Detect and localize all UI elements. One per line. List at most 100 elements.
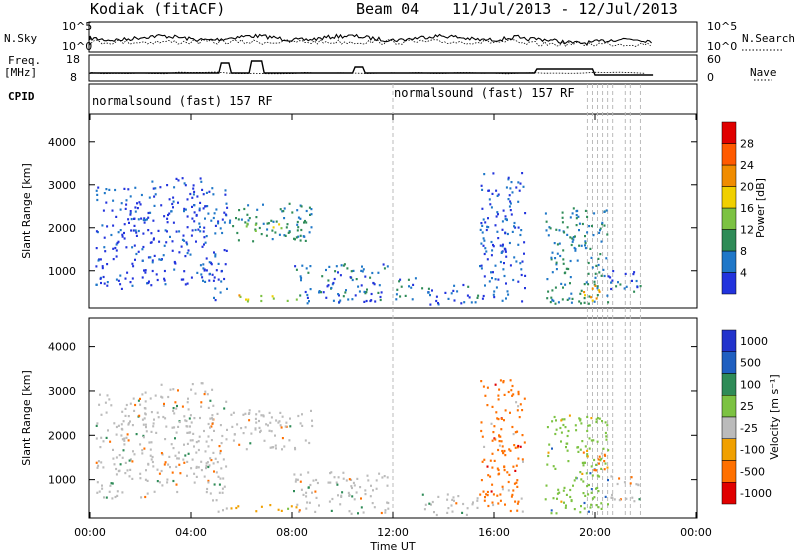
power-cell	[358, 290, 361, 293]
velocity-cell	[98, 403, 101, 406]
velocity-cell	[565, 504, 567, 507]
velocity-cell	[143, 447, 146, 450]
power-cell	[607, 301, 610, 304]
power-cell	[494, 264, 497, 267]
velocity-cell	[555, 419, 557, 422]
power-cell	[197, 228, 200, 231]
power-colorbar-tick: 28	[740, 138, 754, 151]
velocity-cell	[260, 505, 263, 508]
power-cell	[171, 249, 174, 252]
power-cell	[520, 273, 523, 277]
velocity-cell	[515, 401, 518, 404]
velocity-cell	[172, 447, 175, 450]
velocity-ytick-label: 1000	[48, 474, 76, 487]
velocity-cell	[476, 497, 479, 500]
velocity-cell	[217, 510, 220, 513]
power-cell	[484, 221, 487, 224]
power-cell	[524, 287, 526, 290]
power-cell	[487, 217, 489, 220]
power-cell	[607, 275, 610, 278]
velocity-cell	[491, 501, 494, 504]
velocity-cell	[170, 443, 173, 446]
velocity-cell	[218, 445, 221, 448]
velocity-colorbar-tick: -500	[740, 465, 765, 478]
power-cell	[134, 186, 137, 189]
power-cell	[574, 235, 576, 238]
velocity-cell	[562, 423, 565, 427]
velocity-cell	[163, 463, 166, 466]
power-cell	[569, 282, 571, 285]
velocity-cell	[547, 451, 550, 454]
velocity-cell	[578, 417, 581, 420]
velocity-cell	[495, 411, 498, 414]
freq-ytick-bottom: 8	[70, 71, 77, 84]
power-cell	[497, 213, 499, 216]
power-cell	[210, 219, 213, 222]
velocity-cell	[584, 494, 587, 497]
power-colorbar-tick: 24	[740, 159, 754, 172]
x-axis-label: Time UT	[369, 540, 415, 553]
velocity-cell	[198, 435, 201, 438]
power-cell	[550, 256, 553, 259]
velocity-cell	[174, 454, 177, 457]
power-cell	[247, 219, 250, 222]
power-cell	[494, 224, 497, 227]
power-cell	[115, 243, 118, 246]
velocity-cell	[129, 458, 132, 461]
velocity-cell	[171, 471, 174, 474]
power-cell	[95, 189, 98, 192]
power-cell	[404, 294, 407, 297]
velocity-cell	[347, 491, 350, 494]
power-cell	[579, 292, 582, 295]
power-cell	[141, 276, 144, 279]
power-cell	[192, 187, 195, 190]
power-colorbar-tick: 4	[740, 267, 747, 280]
power-cell	[603, 224, 606, 227]
velocity-cell	[602, 447, 605, 450]
velocity-cell	[511, 425, 514, 429]
velocity-cell	[131, 477, 134, 480]
velocity-cell	[117, 424, 120, 427]
power-cell	[369, 276, 372, 279]
power-cell	[574, 249, 577, 252]
velocity-cell	[176, 404, 178, 408]
cpid-label: CPID	[8, 90, 35, 103]
power-cell	[177, 179, 180, 182]
power-cell	[585, 281, 588, 284]
velocity-cell	[152, 465, 155, 468]
velocity-cell	[138, 414, 141, 417]
velocity-cell	[131, 460, 134, 463]
power-cell	[124, 207, 127, 210]
power-cell	[569, 259, 572, 263]
power-cell	[159, 186, 162, 189]
power-cell	[103, 246, 106, 249]
velocity-cell	[289, 425, 292, 428]
power-cell	[191, 217, 194, 220]
velocity-cell	[172, 479, 175, 483]
velocity-cell	[461, 511, 464, 514]
power-cell	[558, 229, 561, 232]
velocity-cell	[480, 429, 483, 433]
power-cell	[499, 260, 502, 264]
power-colorbar-tick: 8	[740, 245, 747, 258]
power-cell	[372, 281, 375, 285]
velocity-cell	[192, 432, 195, 435]
power-cell	[606, 294, 609, 297]
power-cell	[99, 277, 102, 280]
power-cell	[195, 214, 198, 217]
velocity-cell	[635, 483, 638, 486]
velocity-cell	[121, 491, 124, 494]
power-cell	[105, 188, 108, 191]
velocity-cell	[302, 493, 305, 496]
xtick-label: 16:00	[478, 526, 510, 539]
velocity-cell	[233, 433, 236, 436]
velocity-cell	[226, 428, 228, 431]
power-cell	[453, 299, 456, 302]
velocity-cell	[556, 492, 559, 495]
velocity-cell	[197, 466, 200, 469]
velocity-cell	[146, 492, 149, 495]
power-cell	[147, 229, 150, 232]
power-cell	[592, 234, 595, 237]
power-cell	[283, 234, 286, 237]
power-cell	[497, 193, 500, 196]
